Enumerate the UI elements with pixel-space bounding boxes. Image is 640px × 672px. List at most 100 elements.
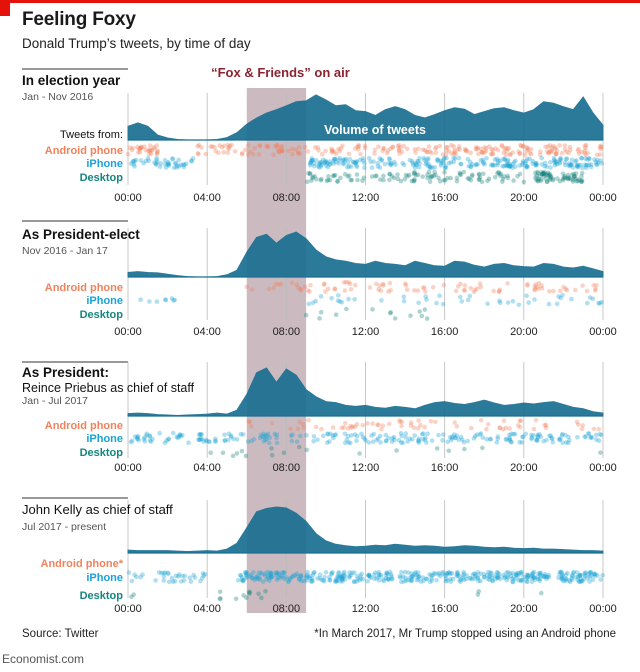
tweet-dot-iphone: [162, 570, 168, 575]
tweet-dot-iphone: [262, 573, 268, 579]
tweet-dot-iphone: [597, 431, 603, 437]
tweet-dot-iphone: [378, 433, 383, 439]
tweet-dot-iphone: [298, 433, 303, 439]
tweet-dot-iphone: [260, 434, 265, 439]
fox-friends-label: “Fox & Friends” on air: [211, 65, 350, 80]
tweet-dot-desktop: [505, 175, 511, 181]
tweet-dot-iphone: [129, 438, 135, 444]
tweet-dot-iphone: [474, 432, 480, 438]
tweet-dot-iphone: [443, 165, 449, 171]
tweet-dot-iphone: [363, 438, 368, 443]
tweet-dot-iphone: [563, 578, 569, 583]
tweet-dot-iphone: [534, 162, 540, 167]
tweet-dot-iphone: [325, 432, 331, 437]
tweet-dot-iphone: [264, 577, 269, 582]
tweet-dot-android: [418, 422, 423, 428]
tweet-dot-android: [154, 150, 160, 156]
tweet-dot-iphone: [135, 434, 141, 439]
tweet-dot-iphone: [537, 432, 542, 437]
tweet-dot-iphone: [424, 440, 429, 445]
tweet-dot-iphone: [243, 571, 249, 577]
tweet-dot-iphone: [539, 573, 544, 579]
tweet-dot-iphone: [297, 576, 302, 582]
tweet-dot-iphone: [384, 570, 389, 576]
tweet-dot-android: [553, 151, 559, 157]
tweet-dot-android: [469, 425, 474, 431]
x-tick-label: 16:00: [431, 192, 459, 204]
tweet-dot-iphone: [304, 432, 309, 438]
source-label-iphone: iPhone: [86, 158, 123, 170]
tweet-dot-iphone: [222, 432, 227, 438]
tweet-dot-iphone: [374, 437, 380, 443]
tweet-dot-iphone: [586, 162, 592, 167]
tweet-dot-iphone: [513, 576, 518, 582]
tweet-dot-iphone: [285, 578, 291, 583]
tweet-dot-desktop: [485, 178, 490, 184]
tweet-dot-iphone: [322, 574, 327, 580]
tweet-dot-iphone: [529, 571, 535, 577]
tweet-dot-iphone: [429, 573, 434, 578]
x-tick-label: 20:00: [510, 326, 538, 338]
tweet-dot-iphone: [327, 577, 333, 583]
tweet-dot-android: [346, 280, 352, 285]
tweet-dot-iphone: [332, 156, 338, 162]
tweet-dot-iphone: [534, 438, 540, 443]
tweet-dot-iphone: [420, 437, 426, 442]
tweet-dot-android: [580, 423, 585, 428]
tweet-dot-iphone: [516, 578, 522, 583]
tweet-dot-desktop: [572, 173, 577, 179]
tweet-dot-iphone: [592, 571, 597, 576]
tweet-dot-android: [503, 145, 509, 151]
tweet-dot-android: [226, 146, 232, 152]
tweet-dot-iphone: [225, 437, 231, 443]
tweet-dot-iphone: [244, 570, 249, 575]
tweet-dot-android: [321, 282, 327, 287]
tweet-dot-desktop: [517, 171, 523, 177]
tweet-dot-android: [522, 152, 528, 157]
tweet-dot-iphone: [354, 159, 359, 165]
tweet-dot-iphone: [396, 438, 402, 443]
tweet-dot-iphone: [587, 574, 592, 579]
tweet-dot-iphone: [141, 161, 146, 166]
tweet-dot-iphone: [409, 578, 415, 584]
tweet-dot-iphone: [259, 571, 265, 577]
tweet-dot-iphone: [340, 573, 345, 579]
tweet-dot-desktop: [370, 307, 375, 312]
tweet-dot-android: [567, 144, 573, 150]
tweet-dot-iphone: [392, 437, 397, 443]
tweet-dot-android: [296, 144, 302, 150]
tweet-dot-iphone: [312, 164, 317, 169]
tweet-dot-android: [208, 144, 213, 149]
tweet-dot-android: [463, 147, 469, 153]
tweet-dot-desktop: [244, 595, 249, 600]
tweet-dot-iphone: [476, 578, 481, 584]
tweet-dot-iphone: [307, 163, 313, 168]
tweet-dot-iphone: [492, 162, 497, 168]
tweet-dot-iphone: [180, 162, 186, 168]
tweet-dot-iphone: [400, 440, 406, 446]
tweet-dot-desktop: [218, 596, 223, 601]
tweet-dot-iphone: [567, 161, 572, 166]
tweet-dot-iphone: [568, 162, 574, 167]
tweet-dot-android: [501, 418, 507, 424]
tweet-dot-android: [213, 148, 218, 154]
tweet-dot-iphone: [147, 299, 152, 304]
tweet-dot-desktop: [319, 176, 324, 182]
tweet-dot-iphone: [410, 573, 415, 579]
tweet-dot-desktop: [233, 596, 239, 602]
tweet-dot-iphone: [202, 572, 208, 577]
tweet-dot-iphone: [427, 579, 433, 585]
tweet-dot-iphone: [544, 164, 549, 169]
tweet-dot-android: [290, 146, 295, 152]
tweet-dot-iphone: [560, 431, 565, 437]
tweet-dot-android: [532, 284, 537, 289]
tweet-dot-desktop: [388, 310, 394, 315]
tweet-dot-iphone: [586, 431, 591, 436]
tweet-dot-iphone: [324, 159, 329, 165]
tweet-dot-android: [381, 146, 387, 152]
tweet-dot-desktop: [426, 169, 432, 175]
tweet-dot-desktop: [312, 174, 318, 179]
tweet-dot-android: [490, 147, 496, 153]
tweet-dot-iphone: [428, 165, 433, 171]
